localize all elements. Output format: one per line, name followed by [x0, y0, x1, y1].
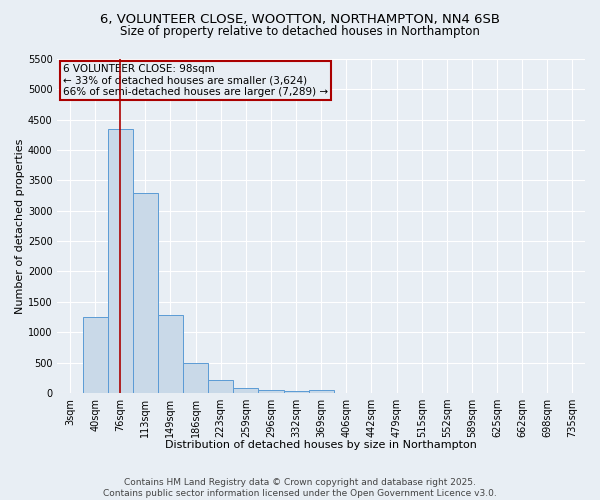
Text: 6, VOLUNTEER CLOSE, WOOTTON, NORTHAMPTON, NN4 6SB: 6, VOLUNTEER CLOSE, WOOTTON, NORTHAMPTON… — [100, 12, 500, 26]
Bar — [133, 192, 158, 393]
Text: Contains HM Land Registry data © Crown copyright and database right 2025.
Contai: Contains HM Land Registry data © Crown c… — [103, 478, 497, 498]
Bar — [158, 315, 183, 393]
Bar — [83, 317, 107, 393]
Text: Size of property relative to detached houses in Northampton: Size of property relative to detached ho… — [120, 25, 480, 38]
Bar — [183, 362, 208, 393]
Y-axis label: Number of detached properties: Number of detached properties — [15, 138, 25, 314]
Text: 6 VOLUNTEER CLOSE: 98sqm
← 33% of detached houses are smaller (3,624)
66% of sem: 6 VOLUNTEER CLOSE: 98sqm ← 33% of detach… — [62, 64, 328, 97]
Bar — [208, 380, 233, 393]
Bar — [284, 390, 308, 393]
Bar — [259, 390, 284, 393]
X-axis label: Distribution of detached houses by size in Northampton: Distribution of detached houses by size … — [165, 440, 477, 450]
Bar — [107, 129, 133, 393]
Bar — [233, 388, 259, 393]
Bar — [308, 390, 334, 393]
